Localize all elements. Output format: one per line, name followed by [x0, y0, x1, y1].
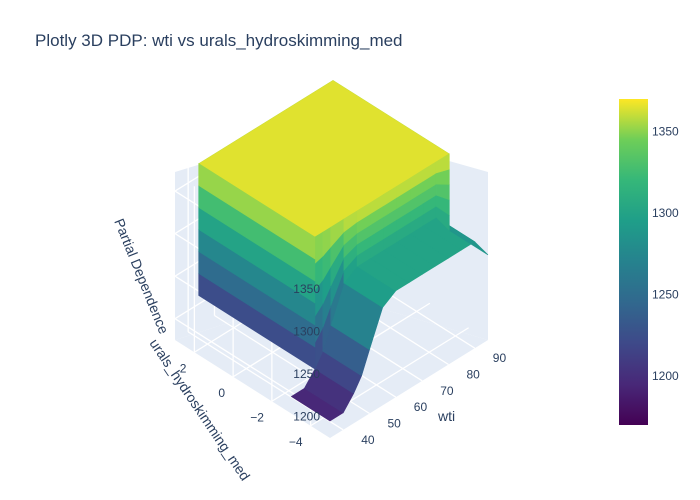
grid-line — [187, 331, 344, 431]
surface-side-wall — [198, 163, 316, 260]
colorbar-tick-label: 1250 — [652, 288, 679, 302]
colorbar-ticks: 1200 1250 1300 1350 — [652, 125, 679, 384]
x-tick-label: 90 — [493, 351, 507, 365]
x-tick-label: 50 — [388, 417, 402, 431]
x-axis-label: wti — [437, 408, 455, 424]
z-tick-label: 1300 — [293, 325, 320, 339]
z-tick-label: 1200 — [293, 410, 320, 424]
x-axis-ticks: 40 50 60 70 80 90 — [361, 351, 506, 447]
colorbar-tick-label: 1200 — [652, 369, 679, 383]
x-tick-label: 60 — [414, 400, 428, 414]
y-tick-label: −4 — [289, 435, 303, 449]
y-tick-label: 2 — [180, 361, 187, 375]
z-axis-ticks: 1200 1250 1300 1350 — [293, 282, 320, 424]
y-tick-label: 0 — [218, 386, 225, 400]
z-axis-label: Partial Dependence — [111, 216, 172, 336]
colorbar-gradient — [619, 99, 648, 425]
z-tick-label: 1350 — [293, 282, 320, 296]
x-tick-label: 40 — [361, 433, 375, 447]
chart-title: Plotly 3D PDP: wti vs urals_hydroskimmin… — [35, 31, 403, 50]
y-axis-ticks: −4 −2 0 2 — [180, 361, 303, 449]
3d-scene[interactable] — [174, 80, 489, 438]
x-tick-label: 80 — [467, 368, 481, 382]
colorbar-tick-label: 1350 — [652, 125, 679, 139]
colorbar-tick-label: 1300 — [652, 206, 679, 220]
z-tick-label: 1250 — [293, 367, 320, 381]
y-tick-label: −2 — [250, 410, 264, 424]
colorbar: 1200 1250 1300 1350 — [619, 99, 679, 425]
surface-cliff — [435, 153, 450, 174]
pdp-surface — [198, 80, 489, 422]
x-tick-label: 70 — [440, 384, 454, 398]
